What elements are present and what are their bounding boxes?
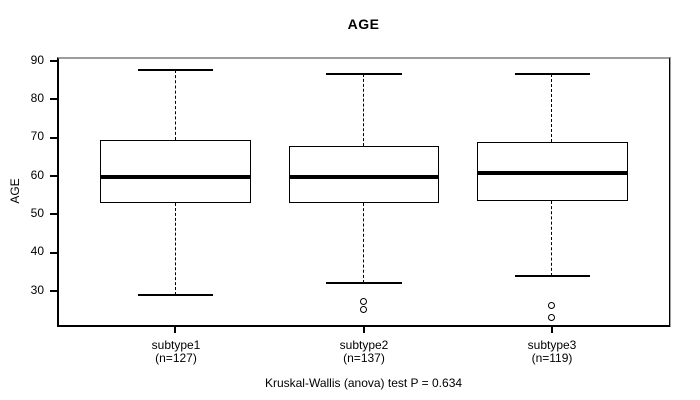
lower-whisker-cap xyxy=(326,282,402,285)
upper-whisker-cap xyxy=(138,68,214,71)
y-tick-label: 40 xyxy=(30,244,44,258)
y-tick xyxy=(50,175,57,177)
y-tick-label: 60 xyxy=(30,168,44,182)
group-n: (n=119) xyxy=(531,351,573,365)
y-tick-label: 80 xyxy=(30,91,44,105)
median-line xyxy=(288,174,440,179)
x-group-label-subtype2: subtype2 (n=137) xyxy=(289,339,439,365)
y-tick xyxy=(50,98,57,100)
median-line xyxy=(100,174,252,179)
x-group-label-subtype1: subtype1 (n=127) xyxy=(101,339,251,365)
outlier-point xyxy=(548,302,556,310)
group-n: (n=137) xyxy=(343,351,385,365)
iqr-box xyxy=(100,140,252,204)
y-tick-label: 30 xyxy=(30,283,44,297)
group-name: subtype2 xyxy=(339,338,389,352)
y-tick xyxy=(50,252,57,254)
median-line xyxy=(476,170,628,175)
kruskal-wallis-annotation: Kruskal-Wallis (anova) test P = 0.634 xyxy=(264,376,463,390)
y-tick xyxy=(50,290,57,292)
lower-whisker xyxy=(174,203,176,295)
lower-whisker-cap xyxy=(138,293,214,296)
y-tick xyxy=(50,213,57,215)
x-group-label-subtype3: subtype3 (n=119) xyxy=(477,339,627,365)
lower-whisker xyxy=(363,203,364,284)
upper-whisker xyxy=(174,69,176,141)
upper-whisker xyxy=(363,73,364,146)
y-tick xyxy=(50,137,57,139)
upper-whisker-cap xyxy=(326,72,402,75)
y-tick-label: 90 xyxy=(30,53,44,67)
upper-whisker xyxy=(551,73,553,143)
upper-whisker-cap xyxy=(514,72,590,75)
y-tick xyxy=(50,60,57,62)
x-tick xyxy=(551,327,553,333)
y-tick-label: 70 xyxy=(30,129,44,143)
y-tick-label: 50 xyxy=(30,206,44,220)
outlier-point xyxy=(548,313,556,321)
outlier-point xyxy=(360,298,367,306)
outlier-point xyxy=(360,306,367,314)
group-name: subtype3 xyxy=(527,338,577,352)
lower-whisker-cap xyxy=(514,274,590,277)
x-tick xyxy=(174,327,176,333)
lower-whisker xyxy=(551,201,553,276)
group-n: (n=127) xyxy=(155,351,197,365)
chart-title: AGE xyxy=(347,16,380,32)
x-tick xyxy=(363,327,365,333)
plot-area xyxy=(57,57,670,327)
group-name: subtype1 xyxy=(151,338,201,352)
